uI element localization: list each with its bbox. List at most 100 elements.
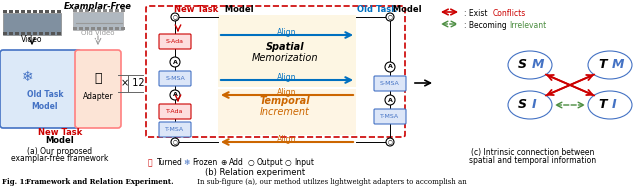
Text: Model: Model [45,136,74,145]
Text: T: T [598,98,607,112]
FancyBboxPatch shape [79,9,83,12]
FancyBboxPatch shape [9,32,13,35]
Text: S-MSA: S-MSA [380,81,400,86]
FancyBboxPatch shape [15,10,19,13]
FancyBboxPatch shape [0,50,81,128]
Text: New Task: New Task [174,5,218,14]
Text: New Task: New Task [38,128,82,137]
Text: A: A [388,64,392,70]
Circle shape [170,90,180,100]
Circle shape [171,138,179,146]
Text: In sub-figure (a), our method utilizes lightweight adapters to accomplish an: In sub-figure (a), our method utilizes l… [195,178,467,186]
Text: Fig. 1:: Fig. 1: [2,178,27,186]
FancyBboxPatch shape [159,122,191,137]
Text: ○: ○ [173,139,177,145]
Ellipse shape [588,91,632,119]
Text: (b) Relation experiment: (b) Relation experiment [205,168,305,177]
Text: ○: ○ [248,158,255,167]
FancyBboxPatch shape [27,32,31,35]
Text: Increment: Increment [260,107,310,117]
FancyBboxPatch shape [85,27,89,30]
Text: T: T [598,59,607,71]
FancyBboxPatch shape [75,50,121,128]
Text: examplar-free framework: examplar-free framework [12,154,109,163]
Text: S: S [518,59,527,71]
Circle shape [386,138,394,146]
FancyBboxPatch shape [33,10,37,13]
Text: M: M [612,59,625,71]
Text: Align: Align [277,88,297,97]
FancyBboxPatch shape [3,10,7,13]
Text: × 12: × 12 [121,78,145,88]
FancyBboxPatch shape [121,9,125,12]
Text: ⊕: ⊕ [220,158,227,167]
Ellipse shape [588,51,632,79]
Text: ○: ○ [285,158,292,167]
FancyBboxPatch shape [97,9,101,12]
Text: 🔥: 🔥 [148,158,152,167]
Text: Examplar-Free: Examplar-Free [64,2,132,11]
Circle shape [170,57,180,67]
Text: Adapter: Adapter [83,92,113,101]
FancyBboxPatch shape [9,10,13,13]
Text: (c) Intrinsic connection between: (c) Intrinsic connection between [471,148,595,157]
Text: Align: Align [277,135,297,144]
FancyBboxPatch shape [51,10,55,13]
Text: T-Ada: T-Ada [166,109,184,114]
FancyBboxPatch shape [218,89,356,135]
Text: : Becoming: : Becoming [464,21,509,30]
FancyBboxPatch shape [33,32,37,35]
Text: spatial and temporal information: spatial and temporal information [469,156,596,165]
FancyBboxPatch shape [103,9,107,12]
Text: Temporal: Temporal [260,96,310,106]
FancyBboxPatch shape [45,32,49,35]
Text: Old Task
Model: Old Task Model [27,90,63,111]
FancyBboxPatch shape [3,13,61,35]
FancyBboxPatch shape [109,9,113,12]
FancyBboxPatch shape [146,6,405,137]
Ellipse shape [508,51,552,79]
FancyBboxPatch shape [57,10,61,13]
FancyBboxPatch shape [85,9,89,12]
Text: Framework and Relation Experiment.: Framework and Relation Experiment. [26,178,173,186]
FancyBboxPatch shape [73,12,123,30]
Text: Irrelevant: Irrelevant [509,21,547,30]
FancyBboxPatch shape [73,9,77,12]
FancyBboxPatch shape [91,27,95,30]
Text: Align: Align [277,73,297,82]
Text: Video: Video [21,35,43,44]
FancyBboxPatch shape [374,76,406,91]
Text: ○: ○ [388,139,392,145]
FancyBboxPatch shape [73,27,77,30]
FancyBboxPatch shape [115,9,119,12]
FancyBboxPatch shape [218,15,356,87]
Text: ○: ○ [173,15,177,19]
FancyBboxPatch shape [159,104,191,119]
Text: Align: Align [277,28,297,37]
Text: Spatial: Spatial [266,42,304,52]
FancyBboxPatch shape [159,71,191,86]
FancyBboxPatch shape [109,27,113,30]
Text: T-MSA: T-MSA [165,127,184,132]
Text: T-MSA: T-MSA [380,114,399,119]
Text: ○: ○ [388,15,392,19]
FancyBboxPatch shape [51,32,55,35]
Circle shape [385,95,395,105]
Text: 🔥: 🔥 [94,72,102,85]
FancyBboxPatch shape [3,32,7,35]
Text: Model: Model [390,5,422,14]
Text: M: M [532,59,545,71]
Text: Model: Model [222,5,253,14]
Text: ❄: ❄ [22,70,34,84]
Text: : Exist: : Exist [464,9,490,18]
Ellipse shape [508,91,552,119]
Circle shape [171,13,179,21]
Text: I: I [612,98,616,112]
FancyBboxPatch shape [79,27,83,30]
Text: A: A [173,60,177,64]
Text: A: A [388,98,392,102]
FancyBboxPatch shape [15,32,19,35]
FancyBboxPatch shape [57,32,61,35]
Text: Output: Output [257,158,284,167]
FancyBboxPatch shape [115,27,119,30]
